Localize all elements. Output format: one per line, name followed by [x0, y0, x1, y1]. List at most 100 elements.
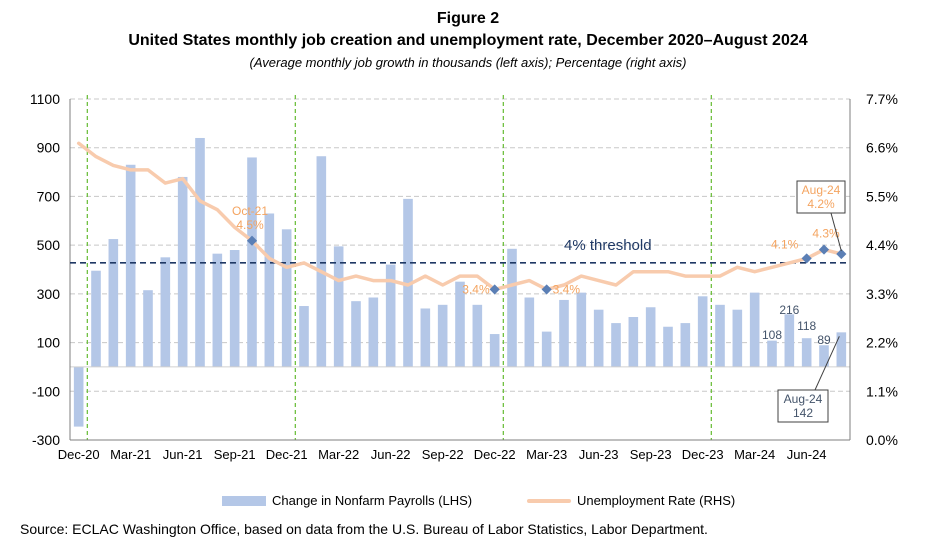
bar-Oct-23 — [663, 326, 673, 367]
bar-Mar-21 — [125, 164, 136, 367]
left-tick-label: 500 — [37, 237, 61, 253]
x-tick-label: Dec-22 — [474, 447, 516, 462]
bar-Feb-23 — [524, 297, 535, 367]
bar-Aug-23 — [628, 316, 639, 367]
callout-rate-box — [796, 180, 846, 214]
right-tick-label: 2.2% — [866, 335, 898, 351]
legend-item-unemployment: Unemployment Rate (RHS) — [527, 493, 735, 508]
bar-Nov-21 — [264, 213, 275, 367]
bar-label-Jun-24: 118 — [797, 319, 816, 333]
point-label-Oct-21: 4.5% — [236, 218, 264, 232]
bar-Apr-23 — [559, 299, 569, 367]
bar-Feb-21 — [108, 239, 119, 367]
right-tick-label: 1.1% — [866, 383, 898, 399]
bar-Mar-24 — [749, 292, 760, 367]
bar-Aug-24 — [836, 332, 847, 367]
bar-label-Apr-24: 108 — [762, 328, 782, 342]
bar-Jul-22 — [403, 198, 413, 367]
point-label-Dec-22: 3.4% — [462, 282, 490, 296]
x-tick-label: Jun-22 — [371, 447, 411, 462]
legend-swatch-line — [527, 498, 571, 503]
x-tick-label: Mar-23 — [526, 447, 567, 462]
marker-Aug-24 — [836, 248, 847, 260]
bar-Feb-22 — [316, 156, 327, 367]
bar-Jul-21 — [195, 137, 205, 367]
bar-Jun-22 — [385, 264, 396, 367]
right-tick-label: 4.4% — [866, 237, 898, 253]
legend-label-payrolls: Change in Nonfarm Payrolls (LHS) — [272, 493, 473, 508]
left-tick-label: 1100 — [30, 91, 60, 107]
right-tick-label: 5.5% — [866, 188, 898, 204]
combo-chart: 1100 7.7% 900 6.6% 700 5.5% 500 4.4% 300 3.3% 100 2… — [30, 91, 898, 462]
callout-rate-line1: Aug-24 — [802, 183, 841, 197]
left-tick-label: 700 — [37, 188, 61, 204]
bar-May-23 — [576, 292, 587, 367]
bar-Apr-24 — [767, 340, 777, 367]
bar-Apr-21 — [143, 290, 153, 367]
callout-payroll-line1: Aug-24 — [784, 392, 823, 406]
bar-Jun-23 — [593, 309, 604, 367]
bar-Dec-22 — [489, 334, 500, 367]
right-tick-label: 0.0% — [866, 432, 898, 448]
marker-Mar-23 — [541, 284, 552, 295]
bar-Jan-23 — [507, 248, 517, 367]
point-label-Mar-23: 3.4% — [553, 282, 581, 296]
bar-Sep-22 — [437, 304, 448, 367]
point-label-Jun-24: 4.1% — [771, 237, 799, 251]
bar-Mar-23 — [541, 331, 552, 367]
bar-Jan-24 — [715, 304, 725, 367]
bar-Aug-21 — [212, 253, 223, 367]
callout-rate-leader — [830, 212, 842, 252]
bar-Sep-23 — [645, 307, 656, 367]
bar-Dec-21 — [281, 229, 292, 367]
marker-Jun-24 — [801, 253, 812, 264]
point-label-month-Oct-21: Oct-21 — [232, 204, 268, 218]
x-tick-label: Jun-21 — [163, 447, 203, 462]
chart-title: United States monthly job creation and u… — [128, 32, 808, 49]
bar-May-22 — [368, 297, 379, 367]
bar-Jul-23 — [611, 323, 621, 367]
bar-label-Jul-24: 89 — [817, 333, 831, 347]
legend-swatch-bars — [222, 495, 266, 506]
bar-Jun-24 — [801, 338, 812, 367]
bar-May-24 — [784, 314, 795, 367]
bar-Aug-22 — [420, 308, 431, 367]
bar-Oct-22 — [455, 281, 465, 367]
bar-Nov-22 — [472, 304, 483, 367]
x-tick-label: Mar-22 — [318, 447, 359, 462]
bar-Dec-20 — [73, 366, 84, 427]
x-tick-label: Dec-23 — [682, 447, 724, 462]
callout-payroll-leader — [814, 336, 840, 391]
left-tick-label: -100 — [32, 383, 60, 399]
bar-label-May-24: 216 — [779, 303, 799, 317]
chart-subtitle: (Average monthly job growth in thousands… — [249, 55, 687, 70]
unemployment-line — [76, 141, 844, 292]
x-tick-label: Dec-21 — [266, 447, 308, 462]
x-tick-label: Sep-23 — [630, 447, 672, 462]
x-tick-label: Jun-23 — [579, 447, 619, 462]
point-label-Jul-24: 4.3% — [812, 227, 840, 241]
left-tick-label: 900 — [37, 140, 61, 156]
x-tick-label: Dec-20 — [58, 447, 100, 462]
x-tick-label: Mar-24 — [734, 447, 775, 462]
legend-item-payrolls: Change in Nonfarm Payrolls (LHS) — [222, 493, 472, 508]
bar-Sep-21 — [229, 250, 240, 367]
left-tick-label: 100 — [37, 335, 61, 351]
bar-Jan-21 — [91, 270, 101, 367]
bar-Jan-22 — [299, 306, 309, 367]
threshold-label: 4% threshold — [564, 237, 652, 254]
source-note: Source: ECLAC Washington Office, based o… — [20, 521, 708, 537]
bar-Mar-22 — [333, 246, 344, 367]
bar-Jul-24 — [819, 345, 829, 367]
callout-payroll-line2: 142 — [793, 406, 813, 420]
bar-Dec-23 — [697, 296, 708, 367]
left-tick-label: 300 — [37, 286, 61, 302]
legend: Change in Nonfarm Payrolls (LHS) Unemplo… — [0, 493, 936, 513]
left-tick-label: -300 — [32, 432, 60, 448]
callout-payroll-box — [777, 389, 829, 423]
bar-Nov-23 — [680, 323, 691, 367]
callout-rate-line2: 4.2% — [807, 197, 835, 211]
right-tick-label: 3.3% — [866, 286, 898, 302]
figure-label: Figure 2 — [436, 10, 500, 27]
bar-Feb-24 — [732, 309, 743, 367]
